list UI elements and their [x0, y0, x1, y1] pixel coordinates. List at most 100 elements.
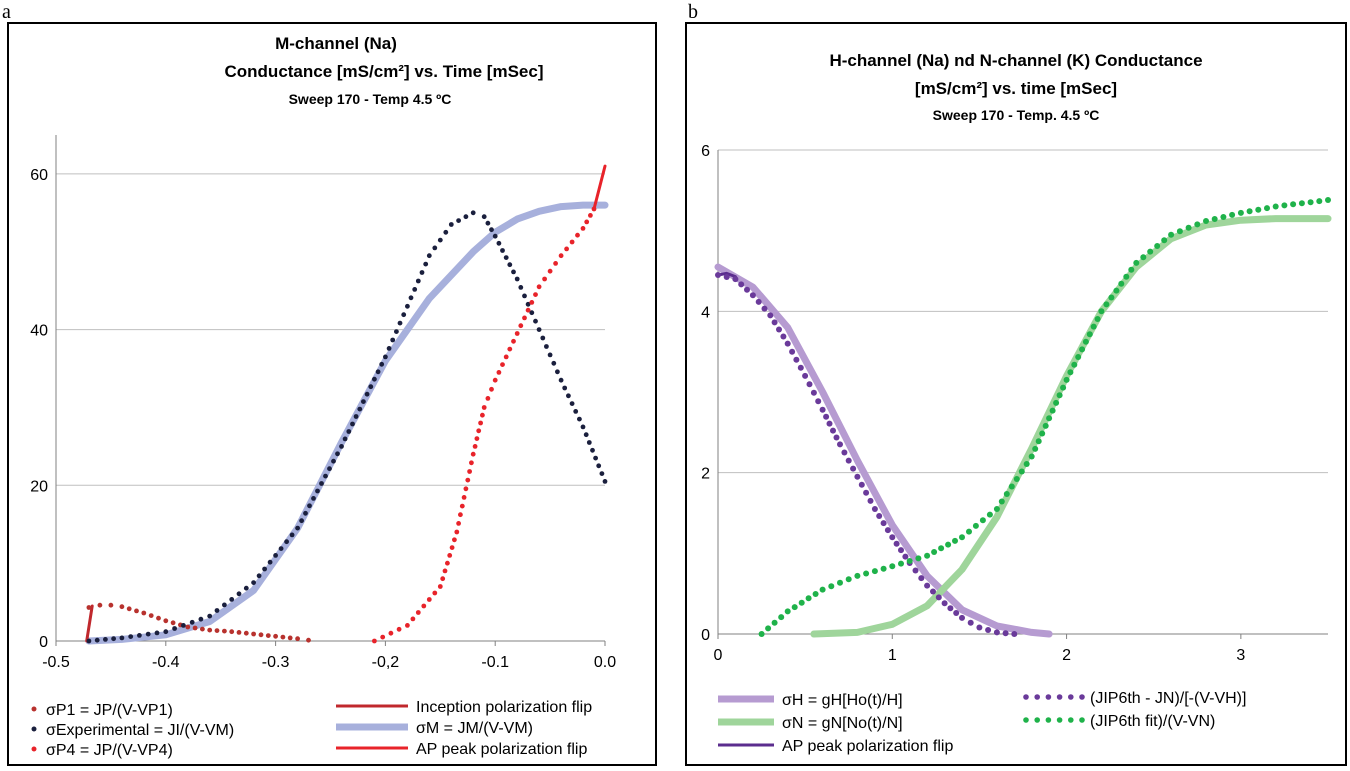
data-point: [119, 635, 125, 641]
data-point: [518, 323, 524, 329]
data-point: [496, 240, 502, 246]
data-point: [761, 305, 768, 312]
data-point: [421, 603, 427, 609]
data-point: [280, 634, 286, 640]
data-point: [379, 361, 385, 367]
data-point: [463, 214, 469, 220]
data-point: [902, 553, 909, 560]
data-point: [854, 473, 861, 480]
data-point: [876, 513, 883, 519]
data-point: [454, 529, 460, 535]
legend-label: σN = gN[No(t)/N]: [782, 715, 903, 732]
data-point: [214, 608, 220, 613]
data-point: [1246, 208, 1253, 215]
chart-a-title-line2: Conductance [mS/cm²] vs. Time [mSec]: [225, 62, 544, 81]
chart-b-title-line3: Sweep 170 - Temp. 4.5 ºC: [933, 107, 1100, 123]
legend-swatch-dot: [1056, 717, 1063, 723]
data-point: [1161, 237, 1168, 244]
chart-a-title-line1: M-channel (Na): [275, 34, 397, 53]
data-point: [458, 512, 463, 518]
data-point: [267, 559, 273, 565]
legend-label: Inception polarization flip: [416, 699, 592, 716]
data-point: [1098, 308, 1105, 315]
data-point: [111, 636, 116, 642]
data-point: [156, 615, 161, 621]
data-point: [802, 372, 809, 379]
data-point: [1154, 243, 1161, 249]
data-point: [380, 634, 386, 640]
data-point: [889, 534, 896, 541]
data-point: [871, 568, 878, 575]
data-point: [198, 616, 204, 622]
data-point: [476, 428, 482, 434]
data-point: [810, 389, 817, 396]
data-point: [1032, 445, 1039, 452]
data-point: [507, 346, 513, 352]
data-point: [485, 220, 491, 226]
data-point: [1075, 354, 1082, 360]
y-tick-label: 4: [701, 304, 710, 321]
data-point: [867, 497, 874, 504]
legend-swatch-dot: [1056, 694, 1063, 700]
data-point: [258, 632, 264, 638]
data-point: [765, 625, 772, 632]
data-point: [503, 255, 509, 260]
data-point: [172, 626, 178, 631]
data-point: [562, 385, 568, 391]
data-point: [492, 233, 498, 239]
data-point: [767, 312, 774, 319]
data-point: [569, 401, 575, 406]
data-point: [408, 295, 414, 301]
data-point: [776, 326, 782, 333]
x-tick-label: -0.3: [262, 654, 290, 671]
data-point: [278, 546, 284, 551]
data-point: [715, 272, 721, 278]
data-point: [401, 312, 407, 318]
data-point: [350, 421, 355, 427]
data-point: [342, 436, 348, 442]
data-point: [295, 636, 300, 642]
data-point: [137, 633, 142, 638]
data-point: [103, 637, 108, 642]
data-point: [529, 310, 535, 316]
data-point: [415, 610, 421, 615]
data-point: [953, 610, 960, 616]
data-point: [357, 406, 363, 412]
x-tick-label: -0,2: [372, 654, 400, 671]
y-tick-label: 20: [30, 478, 48, 495]
y-tick-label: 60: [30, 167, 48, 184]
data-point: [478, 420, 483, 426]
data-point: [126, 606, 132, 612]
legend-swatch-dot: [1034, 694, 1040, 700]
data-point: [480, 412, 485, 418]
data-point: [819, 586, 826, 593]
data-point: [311, 496, 316, 501]
data-point: [368, 384, 374, 390]
data-point: [1011, 631, 1018, 637]
data-point: [346, 429, 352, 434]
data-point: [456, 521, 461, 526]
data-point: [593, 455, 598, 461]
data-point: [1281, 202, 1288, 209]
data-point: [474, 436, 480, 441]
data-point: [303, 510, 308, 516]
data-point: [461, 495, 467, 500]
data-point: [410, 616, 416, 622]
data-point: [262, 566, 267, 572]
data-point: [569, 239, 575, 245]
data-point: [979, 517, 986, 524]
x-tick-label: 3: [1236, 647, 1245, 664]
legend-swatch-dot: [1079, 694, 1085, 700]
data-point: [986, 511, 993, 518]
data-point: [826, 420, 833, 427]
legend-swatch-dot: [1068, 694, 1074, 700]
data-point: [590, 447, 595, 453]
data-point: [364, 391, 370, 397]
x-tick-label: -0.1: [481, 654, 509, 671]
data-point: [456, 218, 461, 224]
data-point: [588, 213, 593, 218]
data-point: [837, 441, 843, 448]
data-point: [394, 329, 399, 334]
data-point: [784, 608, 791, 615]
data-point: [284, 539, 289, 545]
